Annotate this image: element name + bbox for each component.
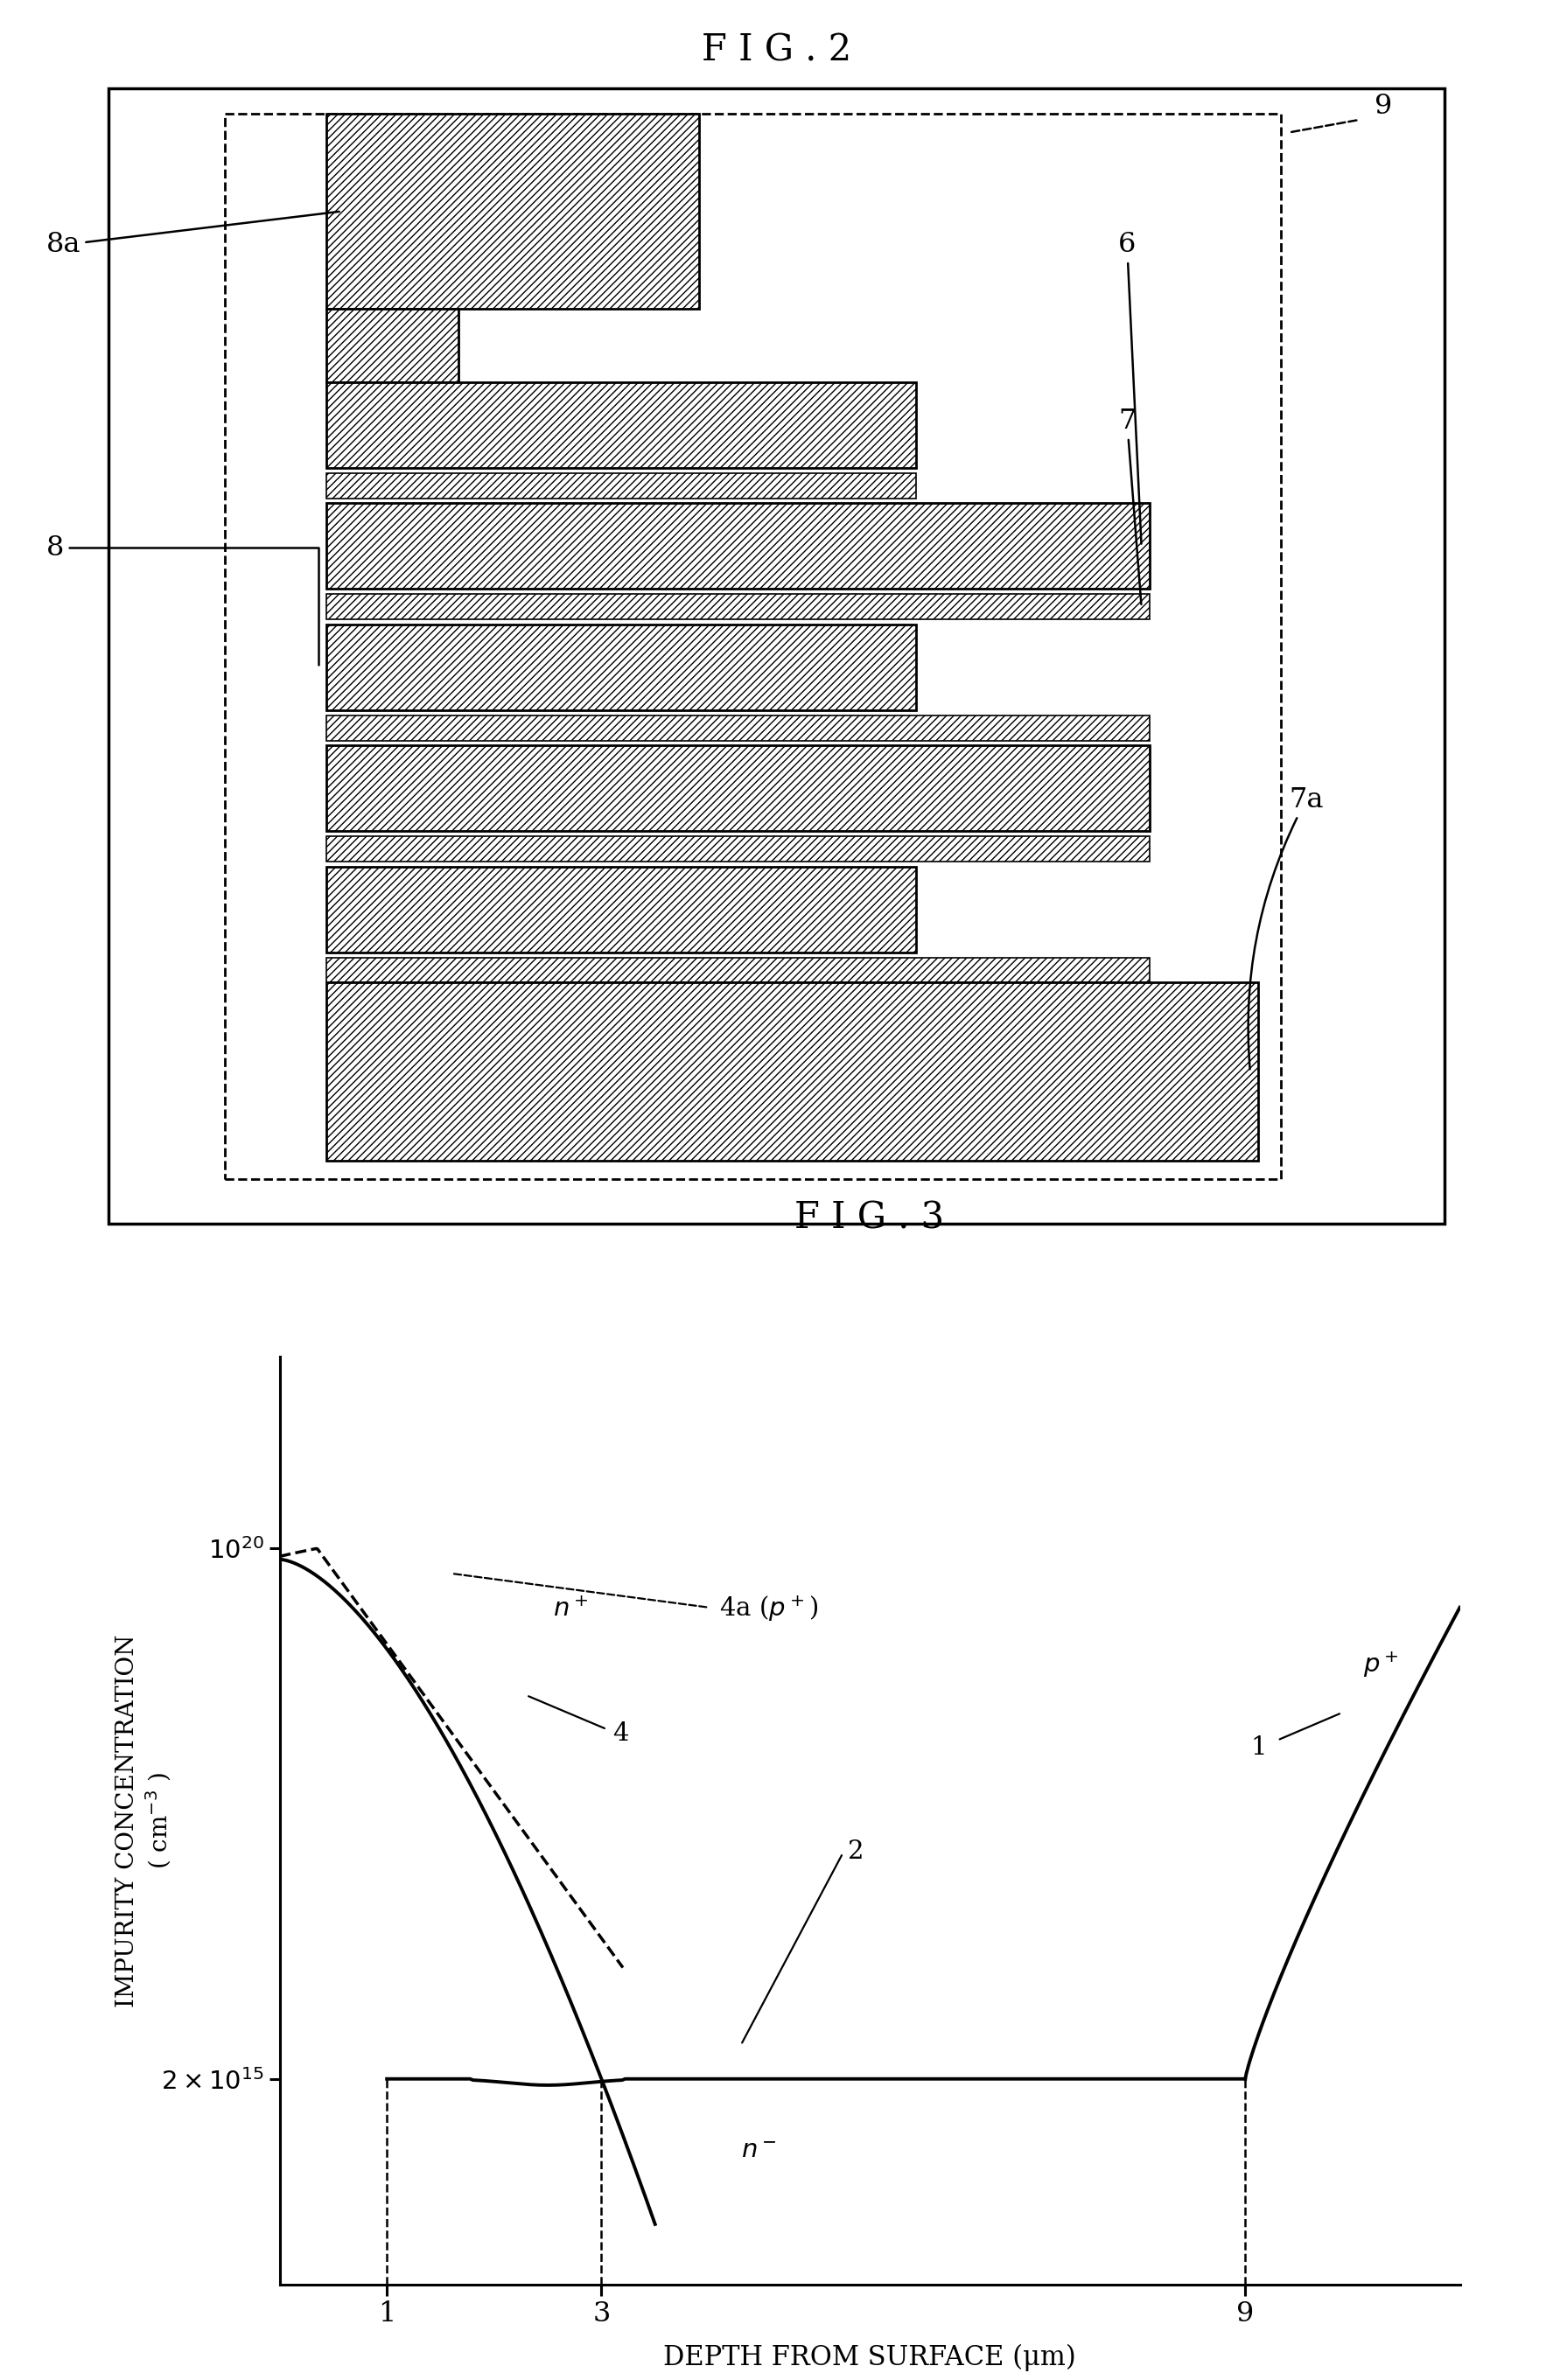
Bar: [326, 716, 1149, 740]
Text: F I G . 2: F I G . 2: [702, 31, 851, 69]
Bar: [326, 474, 916, 497]
Bar: [326, 624, 916, 709]
Bar: [326, 383, 916, 469]
Bar: [326, 502, 1149, 590]
Text: F I G . 3: F I G . 3: [795, 1200, 944, 1235]
Text: $n^-$: $n^-$: [741, 2140, 776, 2163]
Text: 6: 6: [1118, 231, 1141, 543]
Text: 8: 8: [47, 533, 318, 664]
Y-axis label: IMPURITY CONCENTRATION
( cm$^{-3}$ ): IMPURITY CONCENTRATION ( cm$^{-3}$ ): [115, 1635, 172, 2006]
Text: 9: 9: [1374, 93, 1391, 119]
Bar: [326, 745, 1149, 831]
Text: 7a: 7a: [1249, 785, 1323, 1069]
Text: 4: 4: [612, 1721, 629, 1745]
Bar: [225, 114, 1281, 1180]
Bar: [326, 835, 1149, 862]
Text: $p^+$: $p^+$: [1364, 1649, 1399, 1680]
Bar: [326, 983, 1258, 1161]
Bar: [326, 866, 916, 952]
Text: 2: 2: [848, 1840, 865, 1864]
Text: $n^+$: $n^+$: [553, 1597, 589, 1621]
Text: 4a ($p^+$): 4a ($p^+$): [719, 1595, 818, 1623]
Bar: [326, 309, 458, 383]
X-axis label: DEPTH FROM SURFACE (μm): DEPTH FROM SURFACE (μm): [663, 2344, 1076, 2370]
Text: 1: 1: [1250, 1735, 1267, 1759]
Text: 8a: 8a: [47, 212, 339, 259]
Bar: [326, 114, 699, 309]
Bar: [109, 88, 1444, 1223]
Bar: [326, 957, 1149, 983]
Text: 7: 7: [1118, 407, 1141, 605]
Bar: [326, 595, 1149, 619]
